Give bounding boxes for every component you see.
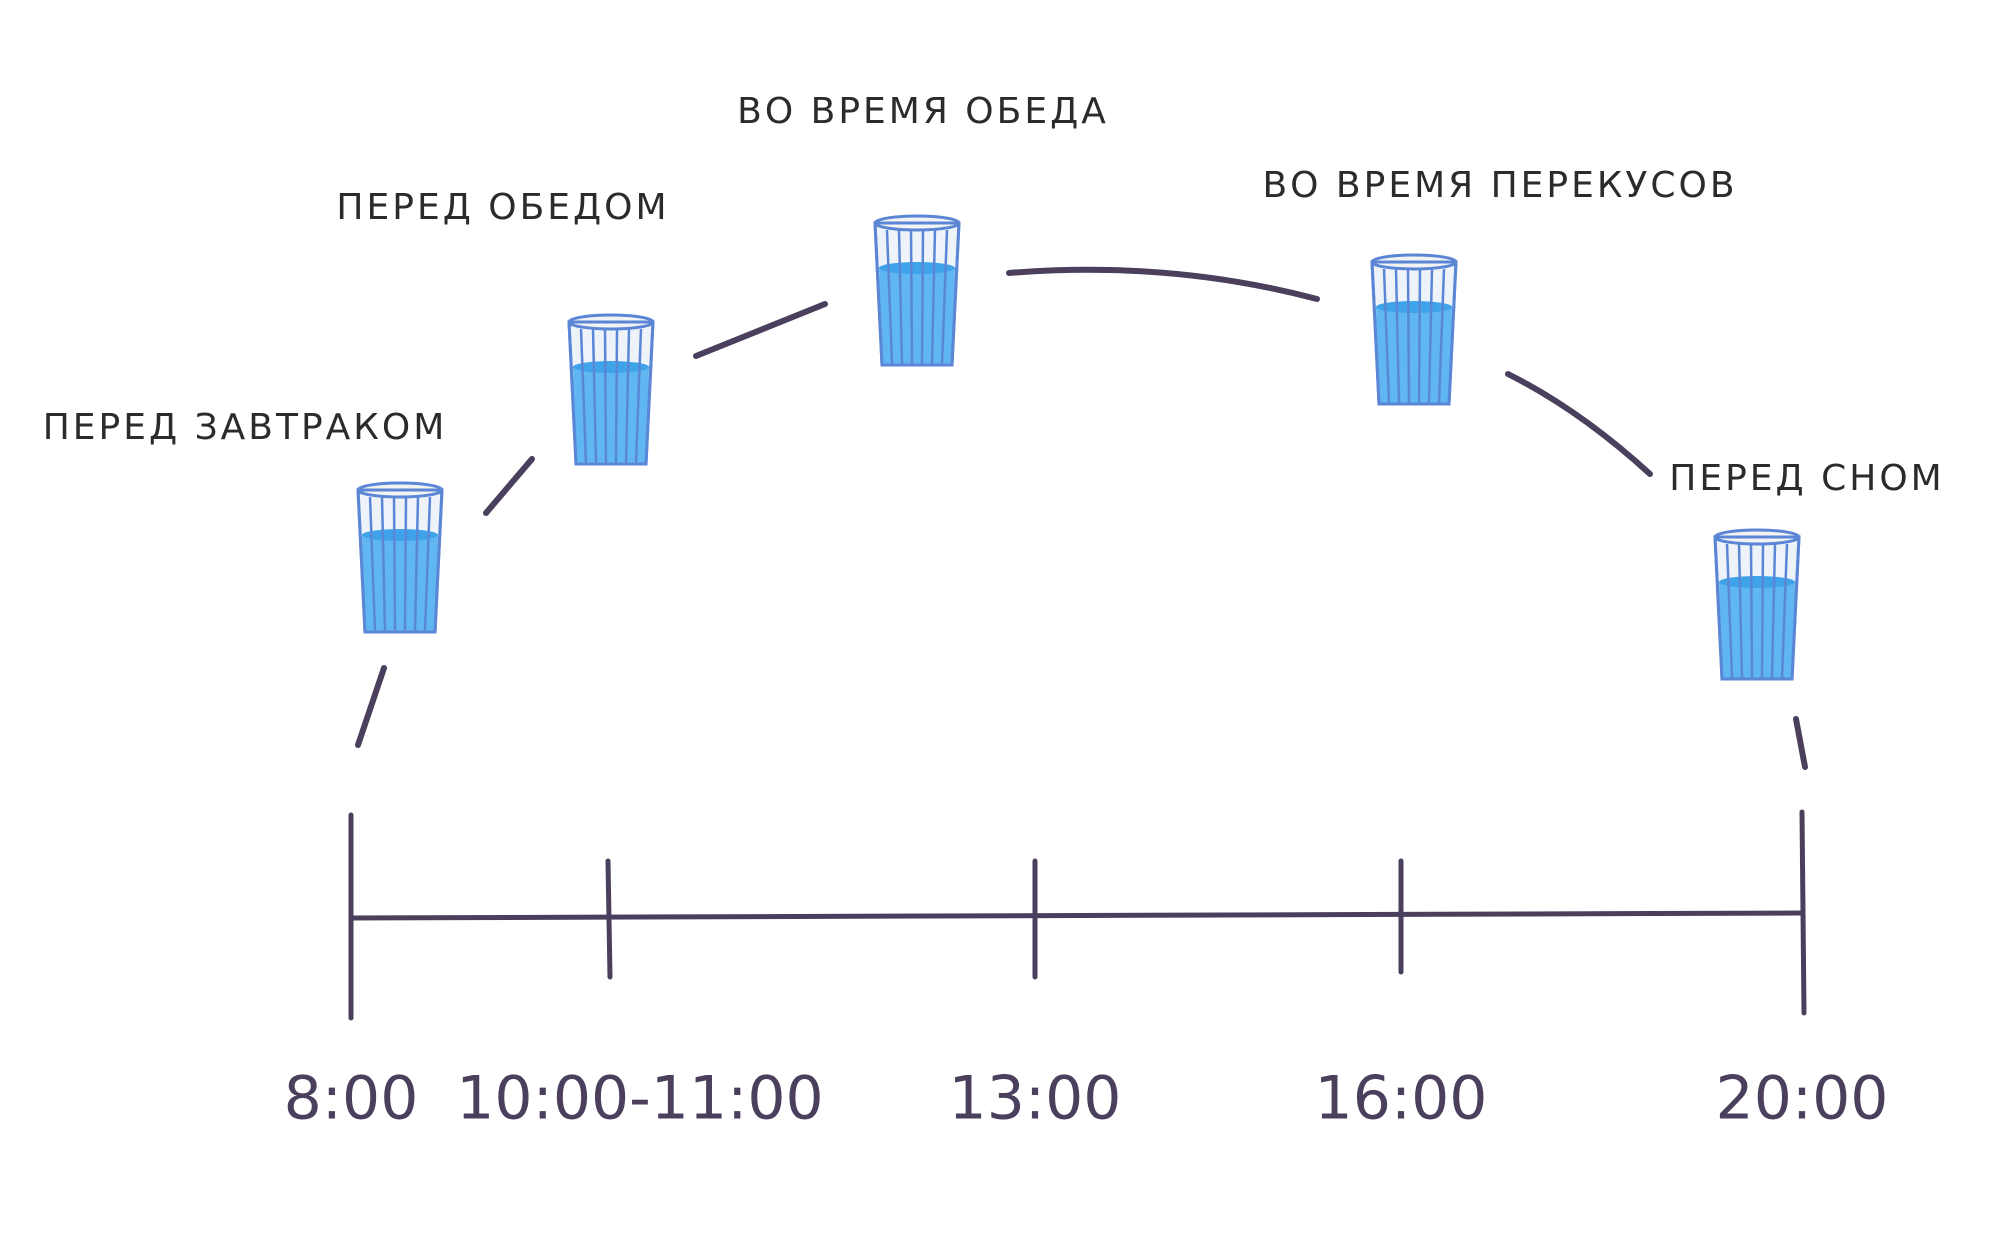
- time-label: 16:00: [1315, 1064, 1488, 1134]
- timeline: [348, 809, 1807, 1021]
- event-label: ПЕРЕД ЗАВТРАКОМ: [43, 407, 448, 448]
- glasses: [356, 214, 1801, 681]
- time-label: 10:00-11:00: [456, 1064, 823, 1134]
- time-label: 8:00: [284, 1064, 419, 1134]
- time-label: 20:00: [1716, 1064, 1889, 1134]
- event-label: ПЕРЕД СНОМ: [1669, 458, 1944, 499]
- arc: [355, 266, 1808, 770]
- event-label: ВО ВРЕМЯ ОБЕДА: [737, 91, 1109, 132]
- event-label: ВО ВРЕМЯ ПЕРЕКУСОВ: [1262, 165, 1737, 206]
- event-label: ПЕРЕД ОБЕДОМ: [336, 187, 669, 228]
- time-label: 13:00: [949, 1064, 1122, 1134]
